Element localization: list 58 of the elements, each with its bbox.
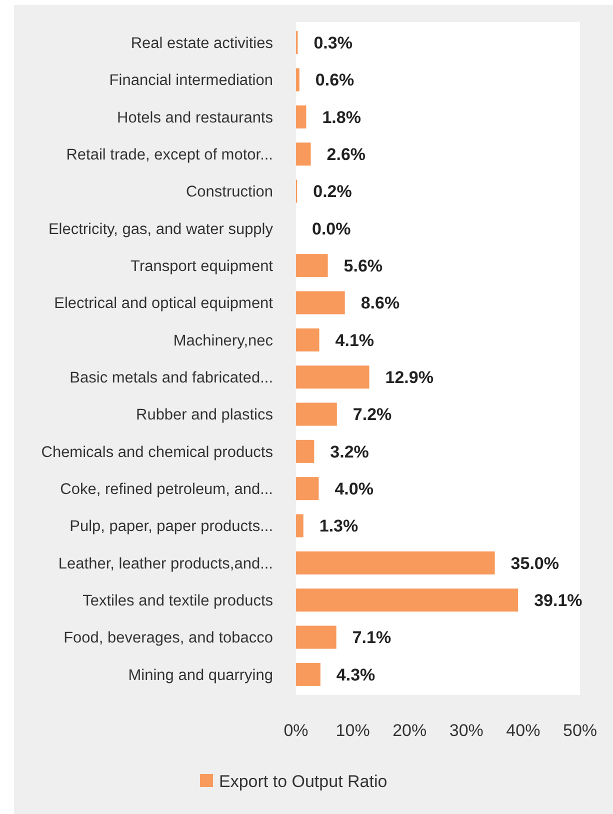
y-tick-label: Real estate activities [130,35,274,52]
data-label: 1.3% [319,516,358,536]
y-tick-label: Rubber and plastics [136,406,274,424]
bar [296,402,337,426]
y-tick-label: Hotels and restaurants [117,109,274,126]
data-label: 39.1% [534,591,582,610]
data-label: 4.1% [335,330,374,350]
data-label: 3.2% [330,442,369,462]
x-tick-label: 10% [336,721,370,740]
data-label: 1.8% [322,108,361,127]
data-label: 12.9% [385,368,434,388]
bar [296,514,304,538]
bar [296,551,495,574]
x-tick-label: 50% [562,721,598,740]
data-label: 2.6% [326,145,366,164]
bar [296,477,319,500]
data-label: 5.6% [344,256,383,276]
bar [296,328,320,352]
x-tick-label: 20% [392,721,427,740]
data-label: 4.0% [334,480,374,499]
bar [296,291,345,314]
data-label: 7.1% [352,628,392,648]
y-tick-label: Electrical and optical equipment [54,295,274,312]
bar [296,68,300,92]
data-label: 7.2% [352,405,392,424]
y-tick-label: Retail trade, except of motor... [66,146,273,164]
bar [296,142,311,166]
bar [296,440,314,463]
y-tick-label: Chemicals and chemical products [41,444,274,461]
data-label: 35.0% [510,554,560,573]
bar [296,662,320,686]
data-label: 8.6% [360,294,400,313]
y-tick-label: Construction [186,184,273,201]
bar [296,105,306,128]
y-tick-label: Basic metals and fabricated... [70,370,273,387]
data-label: 4.3% [336,665,376,684]
y-tick-label: Transport equipment [130,258,274,276]
y-tick-label: Food, beverages, and tobacco [64,630,273,647]
bar [296,588,518,612]
y-tick-label: Textiles and textile products [82,592,274,610]
data-label: 0.0% [312,219,351,238]
data-label: 0.6% [315,70,354,90]
x-tick-label: 0% [284,721,308,740]
y-tick-label: Electricity, gas, and water supply [48,220,274,238]
bar [296,626,336,649]
data-label: 0.3% [314,34,352,53]
bar [296,254,328,278]
legend-label: Export to Output Ratio [219,772,388,791]
y-tick-label: Leather, leather products,and... [58,555,273,572]
data-label: 0.2% [313,182,352,202]
y-tick-label: Coke, refined petroleum, and... [60,481,273,498]
y-tick-label: Mining and quarrying [128,666,273,684]
x-tick-label: 30% [449,721,484,740]
y-tick-label: Pulp, paper, paper products... [70,518,273,536]
y-tick-label: Financial intermediation [109,72,273,90]
x-tick-label: 40% [506,721,540,740]
bar [296,366,370,389]
y-tick-label: Machinery,nec [173,332,274,350]
